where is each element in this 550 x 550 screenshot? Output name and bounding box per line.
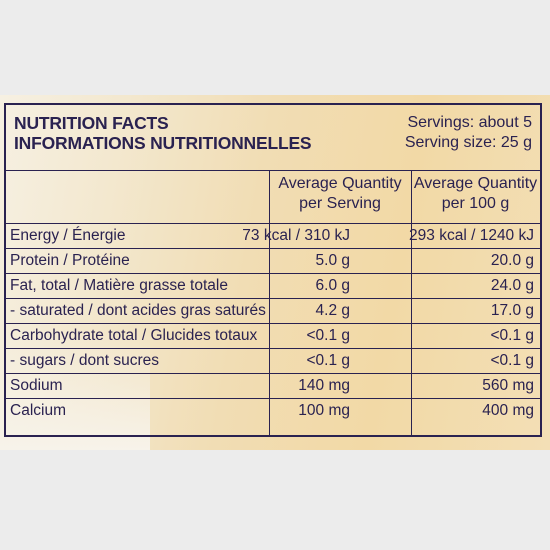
- table-title: NUTRITION FACTS INFORMATIONS NUTRITIONNE…: [14, 113, 312, 153]
- nutrient-name: Calcium: [10, 402, 66, 419]
- row-divider: [6, 373, 540, 374]
- table-row: - saturated / dont acides gras saturés 4…: [6, 300, 540, 323]
- nutrient-name: - saturated / dont acides gras saturés: [10, 302, 266, 319]
- per-serving-value: 100 mg: [298, 402, 350, 419]
- per-100g-value: <0.1 g: [490, 327, 534, 344]
- divider-header: [6, 170, 540, 171]
- label-fade: [0, 330, 150, 450]
- column-header-line: Average Quantity: [413, 175, 538, 192]
- column-header-per-100g: Average Quantity per 100 g: [411, 174, 540, 220]
- nutrient-name: - sugars / dont sucres: [10, 352, 160, 369]
- nutrient-name: Energy / Énergie: [10, 227, 126, 244]
- table-row: - sugars / dont sucres <0.1 g <0.1 g: [6, 350, 540, 373]
- title-french: INFORMATIONS NUTRITIONNELLES: [14, 133, 312, 153]
- per-serving-value: 5.0 g: [315, 252, 350, 269]
- column-header-line: per Serving: [299, 195, 381, 212]
- servings-per-package: Servings: about 5: [407, 114, 532, 131]
- per-serving-value: <0.1 g: [306, 327, 350, 344]
- row-divider: [6, 248, 540, 249]
- per-serving-value: 140 mg: [298, 377, 350, 394]
- row-divider: [6, 323, 540, 324]
- row-divider: [6, 398, 540, 399]
- table-row: Protein / Protéine 5.0 g 20.0 g: [6, 250, 540, 273]
- per-100g-value: <0.1 g: [490, 352, 534, 369]
- nutrient-name: Fat, total / Matière grasse totale: [10, 277, 228, 294]
- column-header-per-serving: Average Quantity per Serving: [269, 174, 411, 220]
- per-100g-value: 24.0 g: [490, 277, 534, 294]
- column-header-line: Average Quantity: [278, 175, 402, 192]
- row-divider: [6, 273, 540, 274]
- per-100g-value: 20.0 g: [490, 252, 534, 269]
- row-divider: [6, 298, 540, 299]
- column-divider-1: [269, 170, 270, 435]
- per-100g-value: 560 mg: [482, 377, 534, 394]
- column-divider-2: [411, 170, 412, 435]
- table-row: Calcium 100 mg 400 mg: [6, 400, 540, 423]
- per-100g-value: 17.0 g: [490, 302, 534, 319]
- per-serving-value: 6.0 g: [315, 277, 350, 294]
- nutrient-name: Sodium: [10, 377, 63, 394]
- nutrition-facts-table: NUTRITION FACTS INFORMATIONS NUTRITIONNE…: [4, 103, 542, 437]
- per-serving-value: 73 kcal / 310 kJ: [242, 227, 350, 244]
- table-row: Sodium 140 mg 560 mg: [6, 375, 540, 398]
- table-row: Carbohydrate total / Glucides totaux <0.…: [6, 325, 540, 348]
- per-serving-value: 4.2 g: [315, 302, 350, 319]
- per-100g-value: 293 kcal / 1240 kJ: [409, 227, 534, 244]
- column-header-line: per 100 g: [441, 195, 510, 212]
- table-row: Fat, total / Matière grasse totale 6.0 g…: [6, 275, 540, 298]
- title-english: NUTRITION FACTS: [14, 113, 169, 133]
- servings-info: Servings: about 5 Serving size: 25 g: [405, 113, 532, 153]
- table-row: Energy / Énergie 73 kcal / 310 kJ 293 kc…: [6, 225, 540, 248]
- row-divider: [6, 348, 540, 349]
- nutrient-name: Protein / Protéine: [10, 252, 130, 269]
- nutrient-name: Carbohydrate total / Glucides totaux: [10, 327, 258, 344]
- per-serving-value: <0.1 g: [306, 352, 350, 369]
- divider-columns: [6, 223, 540, 224]
- per-100g-value: 400 mg: [482, 402, 534, 419]
- serving-size: Serving size: 25 g: [404, 134, 532, 151]
